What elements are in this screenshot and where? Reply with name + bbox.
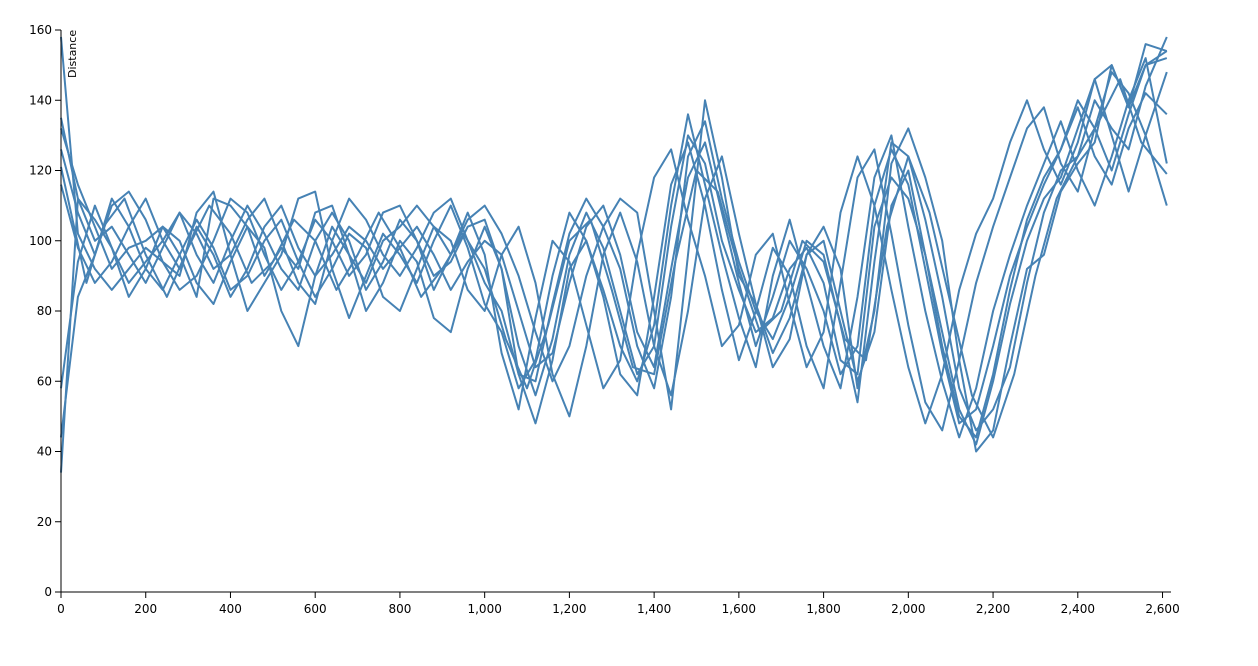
y-tick-label: 120: [29, 164, 52, 178]
x-tick-label: 800: [388, 602, 411, 616]
series-line: [60, 57, 1168, 439]
x-tick-label: 2,400: [1061, 602, 1095, 616]
series-line: [60, 71, 1168, 432]
series-layer: [60, 36, 1168, 473]
series-line: [60, 78, 1168, 439]
y-tick-label: 40: [37, 445, 52, 459]
x-tick-label: 1,400: [637, 602, 671, 616]
x-tick-label: 2,200: [976, 602, 1010, 616]
y-tick-label: 80: [37, 304, 52, 318]
x-tick-label: 0: [57, 602, 65, 616]
y-tick-label: 60: [37, 374, 52, 388]
x-tick-label: 1,000: [467, 602, 501, 616]
x-tick-label: 2,000: [891, 602, 925, 616]
series-line: [60, 43, 1168, 473]
y-tick-label: 100: [29, 234, 52, 248]
y-tick-label: 20: [37, 515, 52, 529]
x-tick-label: 600: [304, 602, 327, 616]
x-tick-label: 200: [134, 602, 157, 616]
x-tick-label: 2,600: [1145, 602, 1179, 616]
x-tick-label: 1,200: [552, 602, 586, 616]
x-tick-label: 1,800: [806, 602, 840, 616]
y-tick-label: 0: [44, 585, 52, 599]
y-tick-label: 160: [29, 23, 52, 37]
series-line: [60, 92, 1168, 425]
x-tick-label: 400: [219, 602, 242, 616]
series-line: [60, 50, 1168, 453]
y-axis-title: Distance: [66, 30, 79, 78]
series-line: [60, 36, 1168, 439]
y-tick-label: 140: [29, 93, 52, 107]
x-tick-label: 1,600: [722, 602, 756, 616]
x-axis: 0 200 400 600 800 1,000 1,200 1,400 1,600 1,800 2,…: [57, 591, 1180, 616]
y-axis: 0 20 40 60 80 100 120 140 160: [29, 23, 62, 599]
